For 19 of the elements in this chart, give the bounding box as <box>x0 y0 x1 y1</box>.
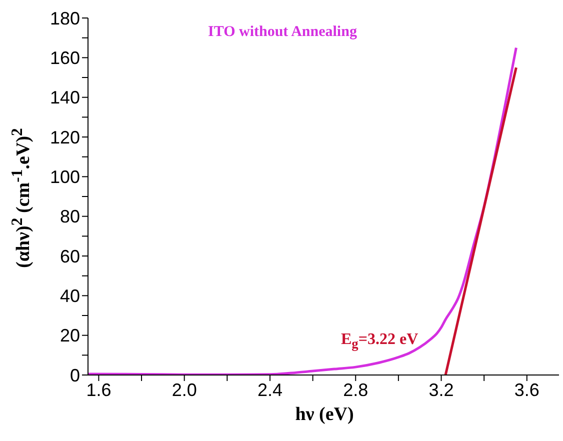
y-tick-label: 60 <box>60 246 80 266</box>
x-tick-label: 2.0 <box>172 380 197 400</box>
y-tick-label: 160 <box>50 48 80 68</box>
y-tick-label: 100 <box>50 167 80 188</box>
annotation: E$_{g}$=3.22 eV <box>341 331 418 352</box>
y-tick-label: 0 <box>70 365 80 386</box>
x-tick-label: 3.2 <box>428 380 454 400</box>
x-axis-title: hν (eV) <box>294 404 355 426</box>
y-tick-label: 80 <box>60 206 80 227</box>
y-tick-label: 20 <box>60 326 80 346</box>
x-tick-label: 3.6 <box>514 380 540 400</box>
y-tick-label: 40 <box>60 286 80 306</box>
y-tick-label: 180 <box>50 8 80 28</box>
x-tick-label: 2.8 <box>343 380 368 400</box>
y-tick-label: 140 <box>50 88 80 108</box>
y-tick-label: 120 <box>50 127 80 148</box>
x-tick-label: 1.6 <box>86 380 112 400</box>
x-tick-label: 2.4 <box>257 380 282 400</box>
chart-title: ITO without Annealing <box>208 24 357 41</box>
